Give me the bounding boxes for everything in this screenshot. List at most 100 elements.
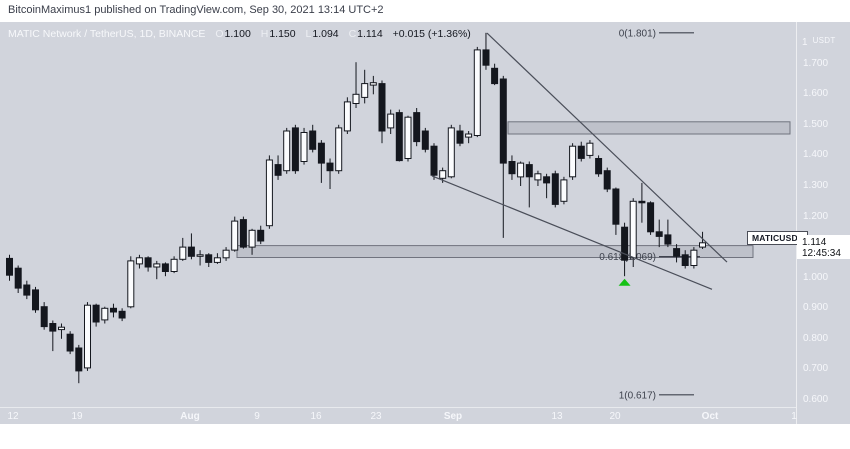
candle-up: [231, 220, 239, 251]
candle-up: [283, 130, 291, 172]
candle-up: [352, 93, 360, 105]
candle-down: [482, 49, 490, 66]
candle-up: [170, 258, 178, 272]
candle-up: [127, 260, 135, 308]
candle-down: [525, 164, 533, 178]
bar-countdown: 12:45:34: [802, 248, 841, 259]
candle-up: [690, 249, 698, 266]
candle-down: [638, 200, 646, 204]
candle-down: [257, 229, 265, 242]
fib-level-label: 0(1.801): [619, 28, 656, 39]
legend-close-value: 1.114: [357, 28, 383, 40]
candle-down: [49, 323, 57, 332]
candle-down: [551, 173, 559, 205]
candle-down: [378, 83, 386, 132]
legend-change: +0.015 (+1.36%): [392, 28, 471, 40]
candle-down: [595, 158, 603, 175]
candle-down: [421, 130, 429, 150]
candle-up: [300, 132, 308, 162]
candle-down: [577, 145, 585, 159]
price-axis-partial-tick: 1: [802, 37, 808, 48]
candle-up: [265, 159, 273, 227]
candle-up: [404, 116, 412, 159]
candle-down: [508, 161, 516, 175]
publish-info-bar: BitcoinMaximus1 published on TradingView…: [0, 0, 850, 22]
candle-down: [23, 284, 31, 296]
legend-open-value: 1.100: [224, 28, 251, 40]
candle-up: [369, 82, 377, 86]
last-price-label: 1.114 12:45:34: [797, 235, 850, 259]
legend-open-label: O: [215, 28, 224, 40]
candle-up: [447, 127, 455, 178]
candle-down: [491, 67, 499, 85]
price-axis-unit: USDT: [812, 36, 836, 45]
legend-high-label: H: [260, 28, 269, 40]
candle-up: [517, 162, 525, 178]
candle-up: [465, 133, 473, 138]
legend-high-value: 1.150: [269, 28, 296, 40]
candle-down: [32, 289, 39, 311]
candle-up: [101, 307, 109, 321]
legend-symbol: MATIC Network / TetherUS, 1D, BINANCE: [8, 28, 206, 40]
candle-down: [430, 145, 438, 176]
candle-down: [205, 254, 213, 263]
candle-up: [222, 249, 230, 259]
candle-up: [135, 257, 143, 265]
chart-canvas[interactable]: [0, 22, 850, 424]
up-triangle-marker: [618, 278, 631, 286]
candle-up: [473, 49, 481, 136]
price-axis-unit-row: 1 USDT: [802, 32, 836, 50]
candle-up: [534, 173, 542, 181]
candle-down: [655, 231, 663, 237]
candle-down: [317, 142, 325, 164]
price-zone-box: [236, 245, 754, 259]
candle-up: [179, 246, 187, 260]
candle-up: [560, 179, 568, 202]
candle-down: [118, 310, 126, 319]
descending-trendline: [486, 32, 728, 263]
candle-down: [110, 307, 117, 313]
candle-down: [673, 248, 681, 257]
candle-down: [92, 304, 100, 323]
candle-down: [66, 333, 74, 352]
candle-down: [499, 78, 507, 164]
candle-up: [248, 229, 256, 248]
candle-down: [612, 188, 620, 225]
chart-legend: MATIC Network / TetherUS, 1D, BINANCE O1…: [8, 28, 471, 40]
candle-up: [196, 254, 204, 257]
legend-close-label: C: [348, 28, 357, 40]
candle-down: [413, 112, 421, 143]
publish-info-text: BitcoinMaximus1 published on TradingView…: [8, 4, 384, 16]
candle-down: [326, 162, 334, 172]
candle-up: [84, 304, 91, 369]
price-zone-box: [507, 121, 791, 135]
candle-down: [274, 164, 282, 176]
candle-down: [239, 219, 247, 248]
candle-down: [187, 246, 195, 257]
candle-up: [343, 101, 351, 132]
candle-up: [213, 257, 221, 263]
candle-down: [309, 130, 317, 150]
candle-down: [603, 170, 611, 190]
candle-down: [161, 263, 169, 272]
candle-down: [291, 127, 299, 172]
candle-up: [439, 170, 447, 179]
fib-level-label: 1(0.617): [619, 390, 656, 401]
candle-down: [395, 112, 403, 162]
candle-down: [6, 257, 13, 276]
candle-up: [629, 200, 637, 259]
candle-up: [335, 127, 343, 172]
candle-down: [647, 202, 655, 233]
descending-trendline: [431, 175, 713, 290]
candle-up: [699, 242, 706, 248]
candle-up: [387, 113, 395, 129]
candle-down: [456, 130, 464, 144]
time-axis-separator: [0, 407, 796, 408]
price-axis-separator: [796, 22, 797, 424]
candle-down: [681, 254, 689, 267]
footer-bar: TradingView: [0, 424, 850, 449]
legend-low-value: 1.094: [312, 28, 339, 40]
candle-down: [144, 257, 152, 268]
